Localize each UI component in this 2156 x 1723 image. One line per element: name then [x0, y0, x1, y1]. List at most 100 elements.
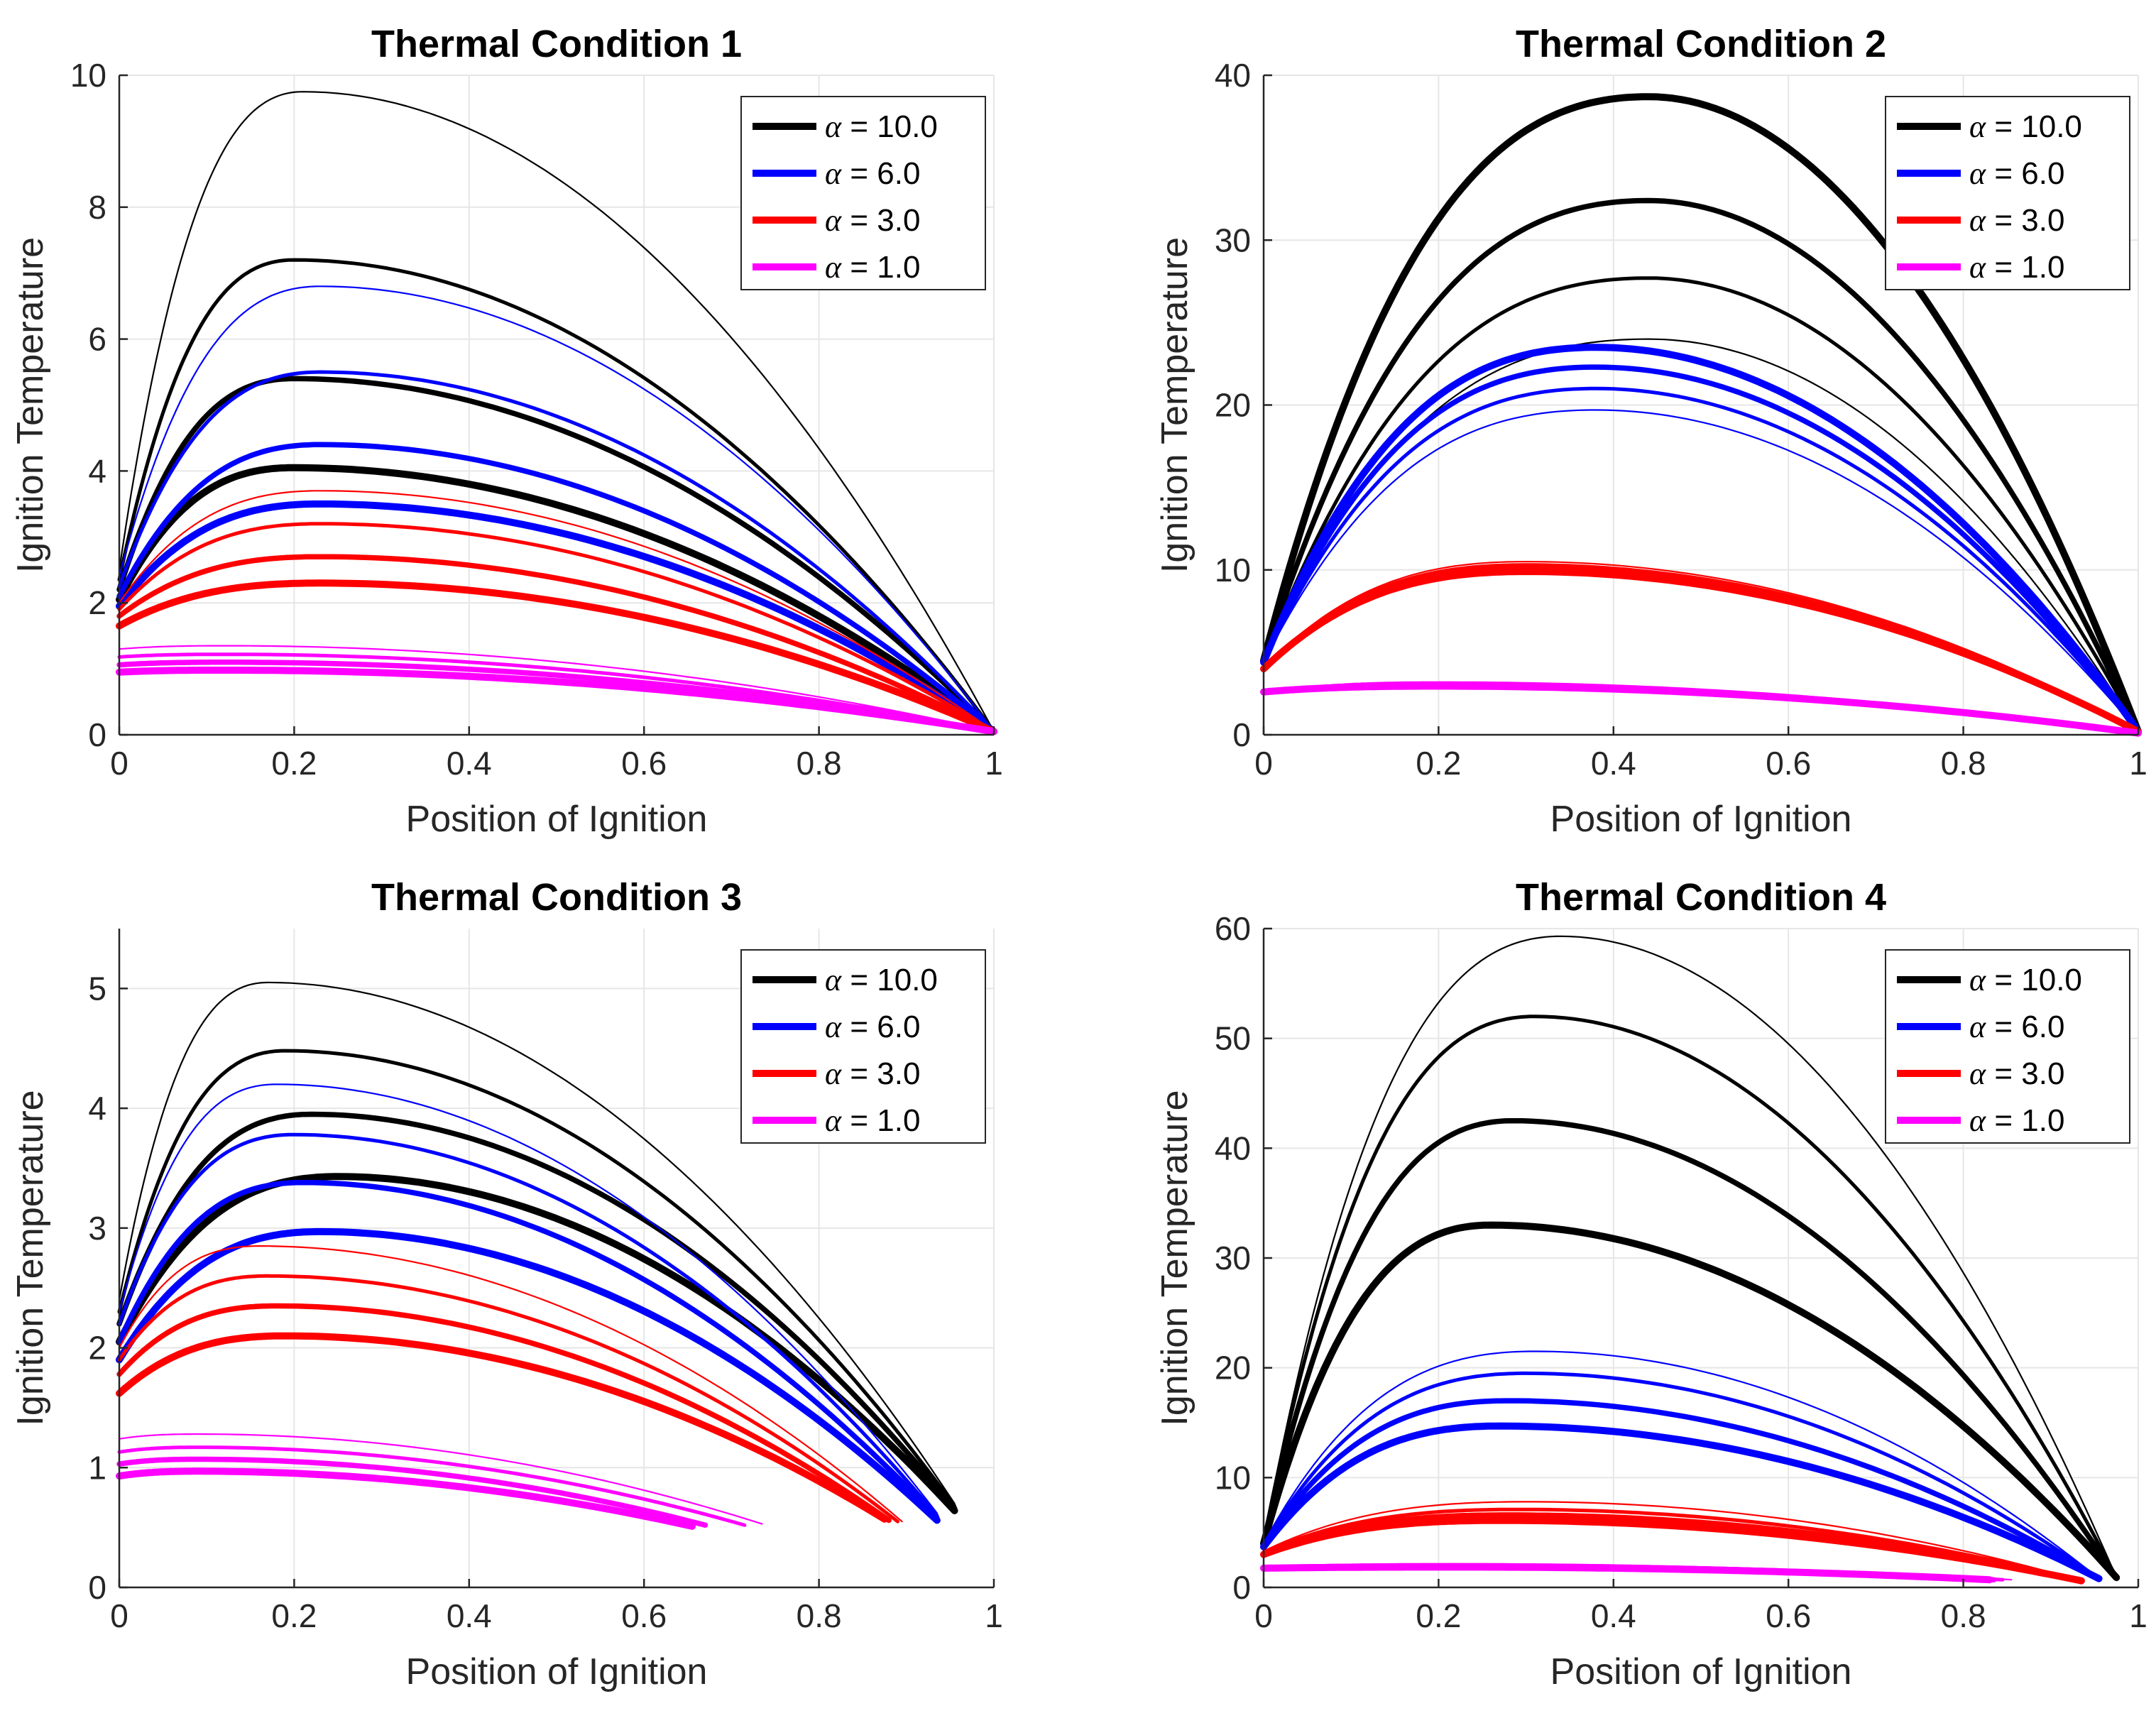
- legend-value: = 1.0: [1986, 1103, 2064, 1138]
- series-line: [117, 652, 996, 733]
- x-tick-label: 0: [1254, 745, 1273, 782]
- x-tick-label: 0: [110, 1597, 128, 1634]
- series-line: [1260, 1221, 2121, 1582]
- legend-value: = 1.0: [841, 250, 920, 285]
- series-line: [118, 981, 956, 1504]
- series-line: [116, 1227, 941, 1524]
- x-tick-label: 0.8: [797, 1597, 842, 1634]
- legend-value: = 1.0: [1986, 250, 2064, 285]
- series-line: [116, 1467, 696, 1530]
- legend-label: α = 1.0: [1969, 250, 2064, 285]
- legend-value: = 6.0: [1986, 1010, 2064, 1044]
- legend-alpha-symbol: α: [825, 203, 842, 238]
- x-tick-label: 0.8: [1941, 1597, 1986, 1634]
- legend-alpha-symbol: α: [825, 1103, 842, 1138]
- legend-alpha-symbol: α: [1969, 1103, 1986, 1138]
- x-tick-label: 0.2: [1416, 745, 1461, 782]
- series-line: [116, 1456, 708, 1528]
- series-line: [1260, 682, 2142, 737]
- series-line: [1262, 1501, 2082, 1582]
- y-tick-label: 20: [1215, 1350, 1251, 1386]
- legend: α = 10.0α = 6.0α = 3.0α = 1.0: [1885, 96, 2130, 290]
- legend-label: α = 10.0: [1969, 963, 2082, 997]
- series-line: [1260, 568, 2142, 735]
- legend: α = 10.0α = 6.0α = 3.0α = 1.0: [740, 96, 986, 290]
- series-line: [116, 667, 997, 735]
- chart-3: 0 0.2 0.4 0.6 0.8 1 0 1 2 3 4 5 Thermal Condition 3 P…: [10, 876, 1003, 1692]
- y-tick-label: 0: [88, 716, 106, 753]
- x-tick-label: 0.4: [1591, 745, 1636, 782]
- x-tick-label: 1: [985, 745, 1003, 782]
- series-line: [116, 554, 997, 735]
- x-tick-label: 1: [985, 1597, 1003, 1634]
- series-line: [117, 522, 996, 733]
- chart-title: Thermal Condition 2: [1516, 23, 1886, 65]
- series-line: [1262, 276, 2140, 733]
- series-line: [1262, 1014, 2118, 1580]
- legend-label: α = 1.0: [1969, 1103, 2064, 1138]
- legend-label: α = 10.0: [825, 109, 938, 144]
- y-tick-label: 30: [1215, 221, 1251, 258]
- legend-label: α = 6.0: [1969, 156, 2064, 191]
- legend-alpha-symbol: α: [825, 963, 842, 997]
- legend-alpha-symbol: α: [1969, 203, 1986, 238]
- series-line: [116, 660, 997, 735]
- y-tick-label: 4: [88, 452, 106, 489]
- series-line: [116, 1332, 888, 1523]
- y-tick-label: 0: [1232, 1569, 1251, 1606]
- legend-label: α = 3.0: [1969, 203, 2064, 238]
- x-tick-label: 0.6: [1766, 745, 1811, 782]
- series-line: [116, 442, 997, 735]
- x-tick-label: 0.2: [271, 745, 317, 782]
- series-line: [1260, 344, 2142, 735]
- series-line: [1261, 1117, 2119, 1580]
- legend-label: α = 10.0: [825, 963, 938, 997]
- series-line: [1262, 409, 2140, 733]
- series-line: [118, 645, 995, 733]
- legend-alpha-symbol: α: [1969, 250, 1986, 285]
- y-tick-label: 1: [88, 1449, 106, 1486]
- legend-label: α = 1.0: [825, 1103, 920, 1138]
- y-tick-label: 50: [1215, 1020, 1251, 1057]
- series-line: [118, 1245, 903, 1523]
- series-line: [1262, 1507, 2084, 1583]
- series-line: [1262, 1350, 2100, 1580]
- y-tick-label: 40: [1215, 1129, 1251, 1166]
- series-line: [117, 258, 996, 733]
- legend-value: = 6.0: [1986, 156, 2064, 191]
- x-tick-label: 0.2: [1416, 1597, 1461, 1634]
- legend-label: α = 6.0: [825, 156, 920, 191]
- series-line: [116, 464, 997, 735]
- legend-value: = 3.0: [1986, 1056, 2064, 1091]
- legend-alpha-symbol: α: [825, 109, 842, 144]
- y-tick-label: 0: [88, 1569, 106, 1606]
- legend-alpha-symbol: α: [1969, 963, 1986, 997]
- y-tick-label: 3: [88, 1210, 106, 1247]
- legend-alpha-symbol: α: [1969, 1010, 1986, 1044]
- legend-label: α = 3.0: [825, 1056, 920, 1091]
- legend-value: = 10.0: [841, 963, 938, 997]
- series-line: [118, 91, 995, 733]
- legend: α = 10.0α = 6.0α = 3.0α = 1.0: [1885, 949, 2130, 1144]
- legend-label: α = 6.0: [825, 1010, 920, 1044]
- series-line: [1260, 1563, 1993, 1584]
- legend-value: = 6.0: [841, 1010, 920, 1044]
- series-line: [118, 490, 995, 733]
- chart-title: Thermal Condition 3: [371, 876, 742, 919]
- x-tick-label: 0.4: [447, 745, 492, 782]
- x-tick-label: 0.6: [621, 745, 667, 782]
- y-tick-label: 60: [1215, 910, 1251, 947]
- series-line: [118, 1083, 938, 1514]
- legend-label: α = 3.0: [825, 203, 920, 238]
- x-axis-label: Position of Ignition: [406, 799, 708, 840]
- legend-label: α = 10.0: [1969, 109, 2082, 144]
- series-line: [1262, 1371, 2101, 1581]
- series-line: [118, 285, 995, 733]
- series-line: [117, 370, 996, 733]
- y-tick-label: 30: [1215, 1240, 1251, 1276]
- x-axis-label: Position of Ignition: [406, 1651, 708, 1692]
